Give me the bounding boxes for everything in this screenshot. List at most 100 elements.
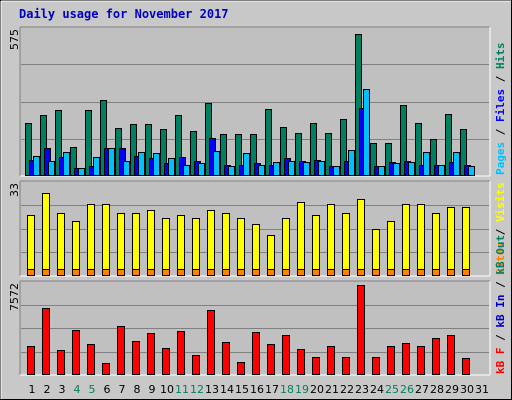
panel-visits-visits-bar (357, 199, 365, 276)
panel-requests-pages-bar (33, 156, 40, 176)
panel-visits-sites-bar (447, 269, 455, 276)
panel-requests-pages-bar (48, 161, 55, 176)
panel-kbytes-kbf-bar (402, 343, 410, 375)
panel-kbytes-kbf-bar (42, 308, 50, 375)
panel-requests-hits-bar (415, 123, 422, 176)
x-tick-label: 16 (250, 383, 264, 396)
panel-requests-hits-bar (400, 105, 407, 176)
panel-requests-hits-bar (85, 110, 92, 176)
panel-kbytes-kbf-bar (267, 344, 275, 375)
panel-kbytes-kbf-bar (282, 335, 290, 375)
panel-kbytes-kbf-bar (237, 362, 245, 375)
panel-visits-sites-bar (417, 269, 425, 276)
panel-visits-sites-bar (372, 269, 380, 276)
panel-visits-legend-part: / (494, 222, 507, 242)
panel-visits-sites-bar (297, 269, 305, 276)
panel-visits-sites-bar (402, 269, 410, 276)
panel-requests-pages-bar (183, 165, 190, 176)
panel-requests-pages-bar (303, 162, 310, 176)
panel-kbytes-kbf-bar (72, 330, 80, 375)
panel-visits-sites-bar (162, 269, 170, 276)
panel-kbytes-kbf-bar (252, 332, 260, 375)
panel-visits-visits-bar (72, 221, 80, 276)
x-tick-label: 5 (89, 383, 96, 396)
x-tick-label: 31 (475, 383, 489, 396)
panel-kbytes-kbf-bar (462, 358, 470, 375)
panel-requests-ymax-label: 575 (8, 29, 21, 50)
panel-visits-sites-bar (237, 269, 245, 276)
panel-visits-ymax-label: 33 (8, 183, 21, 197)
x-tick-label: 17 (265, 383, 279, 396)
panel-visits-legend-part: Sites (494, 242, 507, 275)
x-tick-label: 12 (190, 383, 204, 396)
panel-visits-sites-bar (102, 269, 110, 276)
panel-requests-legend-part: Hits (494, 43, 507, 70)
panel-visits-sites-bar (27, 269, 35, 276)
panel-kbytes-kbf-bar (192, 355, 200, 375)
panel-kbytes-legend-part: / (494, 328, 507, 348)
panel-requests-pages-bar (378, 166, 385, 176)
panel-visits-visits-bar (252, 224, 260, 276)
panel-kbytes-kbf-bar (342, 357, 350, 375)
chart-title: Daily usage for November 2017 (19, 7, 229, 21)
panel-visits-sites-bar (432, 269, 440, 276)
x-tick-label: 19 (295, 383, 309, 396)
x-tick-label: 20 (310, 383, 324, 396)
panel-requests-hits-bar (430, 139, 437, 176)
panel-kbytes-kbf-bar (117, 326, 125, 375)
panel-kbytes-kbf-bar (132, 341, 140, 375)
panel-requests-hits-bar (40, 115, 47, 176)
x-tick-label: 18 (280, 383, 294, 396)
panel-visits-sites-bar (72, 269, 80, 276)
panel-kbytes-kbf-bar (222, 342, 230, 375)
panel-kbytes-kbf-bar (87, 344, 95, 375)
x-tick-label: 24 (370, 383, 384, 396)
panel-requests-legend-part: Pages (494, 142, 507, 175)
panel-visits-visits-bar (417, 204, 425, 276)
x-tick-label: 8 (134, 383, 141, 396)
panel-visits-visits-bar (207, 210, 215, 276)
panel-requests-legend-part: / (494, 122, 507, 142)
x-tick-label: 10 (160, 383, 174, 396)
panel-visits-visits-bar (237, 218, 245, 276)
panel-visits-visits-bar (327, 204, 335, 276)
panel-requests-pages-bar (408, 162, 415, 176)
panel-kbytes-legend-part: / (494, 275, 507, 295)
panel-visits-visits-bar (282, 218, 290, 276)
panel-requests-pages-bar (78, 168, 85, 176)
x-tick-label: 29 (445, 383, 459, 396)
panel-kbytes-kbf-bar (57, 350, 65, 375)
panel-visits-visits-bar (117, 213, 125, 276)
panel-kbytes-kbf-bar (177, 331, 185, 375)
panel-kbytes-kbf-bar (447, 335, 455, 375)
panel-requests-pages-bar (468, 166, 475, 176)
panel-requests-hits-bar (250, 134, 257, 176)
panel-visits-visits-bar (312, 215, 320, 276)
panel-requests-hits-bar (295, 133, 302, 176)
panel-visits-visits-bar (192, 218, 200, 276)
panel-requests-hits-bar (445, 114, 452, 176)
panel-requests-pages-bar (363, 89, 370, 176)
panel-visits-legend-part: Visits (494, 182, 507, 222)
panel-requests-pages-bar (168, 158, 175, 176)
panel-kbytes-kbf-bar (27, 346, 35, 375)
panel-visits-visits-bar (402, 204, 410, 276)
panel-requests-legend: Pages / Files / Hits (494, 43, 507, 176)
panel-visits-sites-bar (267, 269, 275, 276)
panel-visits-visits-bar (342, 213, 350, 276)
panel-requests-pages-bar (258, 165, 265, 176)
panel-requests-pages-bar (138, 152, 145, 176)
x-tick-label: 6 (104, 383, 111, 396)
panel-visits-sites-bar (147, 269, 155, 276)
panel-visits-visits-bar (432, 213, 440, 276)
panel-kbytes-kbf-bar (417, 346, 425, 375)
panel-kbytes-kbf-bar (207, 310, 215, 375)
panel-visits-visits-bar (42, 193, 50, 276)
panel-requests-hits-bar (220, 134, 227, 176)
panel-requests-hits-bar (25, 123, 32, 176)
x-tick-label: 15 (235, 383, 249, 396)
panel-requests-hits-bar (160, 129, 167, 176)
panel-requests-pages-bar (243, 153, 250, 176)
panel-requests-pages-bar (438, 165, 445, 176)
